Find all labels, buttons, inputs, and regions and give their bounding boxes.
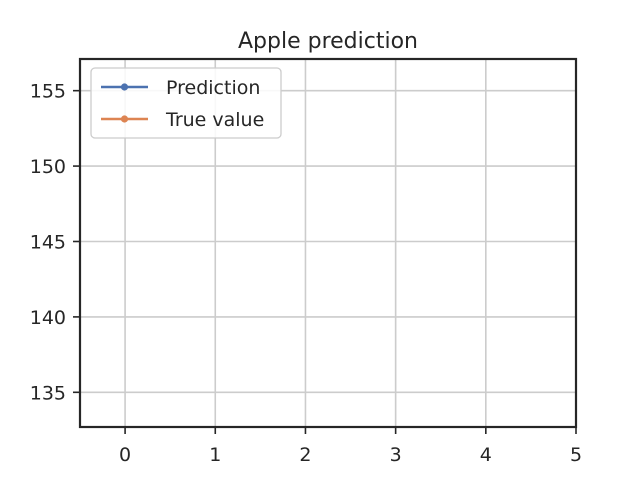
- y-tick-label: 135: [30, 382, 66, 404]
- legend: Prediction True value: [90, 67, 282, 139]
- legend-label-true-value: True value: [165, 109, 264, 131]
- x-tick-label: 3: [390, 444, 402, 466]
- y-axis: 135 140 145 150 155: [30, 81, 80, 404]
- x-tick-label: 1: [209, 444, 221, 466]
- y-tick-label: 140: [30, 307, 66, 329]
- legend-box: [90, 67, 282, 139]
- chart-title: Apple prediction: [238, 29, 418, 54]
- plot-frame: [78, 57, 578, 429]
- y-tick-label: 145: [30, 231, 66, 253]
- x-tick-label: 4: [480, 444, 492, 466]
- x-tick-label: 2: [299, 444, 311, 466]
- legend-marker-true-value: [120, 115, 129, 123]
- legend-label-prediction: Prediction: [166, 77, 260, 99]
- y-tick-label: 150: [30, 156, 66, 178]
- x-tick-label: 5: [570, 444, 582, 466]
- x-axis: 0 1 2 3 4 5: [119, 427, 582, 466]
- legend-marker-prediction: [120, 83, 129, 91]
- x-tick-label: 0: [119, 444, 131, 466]
- y-tick-label: 155: [30, 81, 66, 103]
